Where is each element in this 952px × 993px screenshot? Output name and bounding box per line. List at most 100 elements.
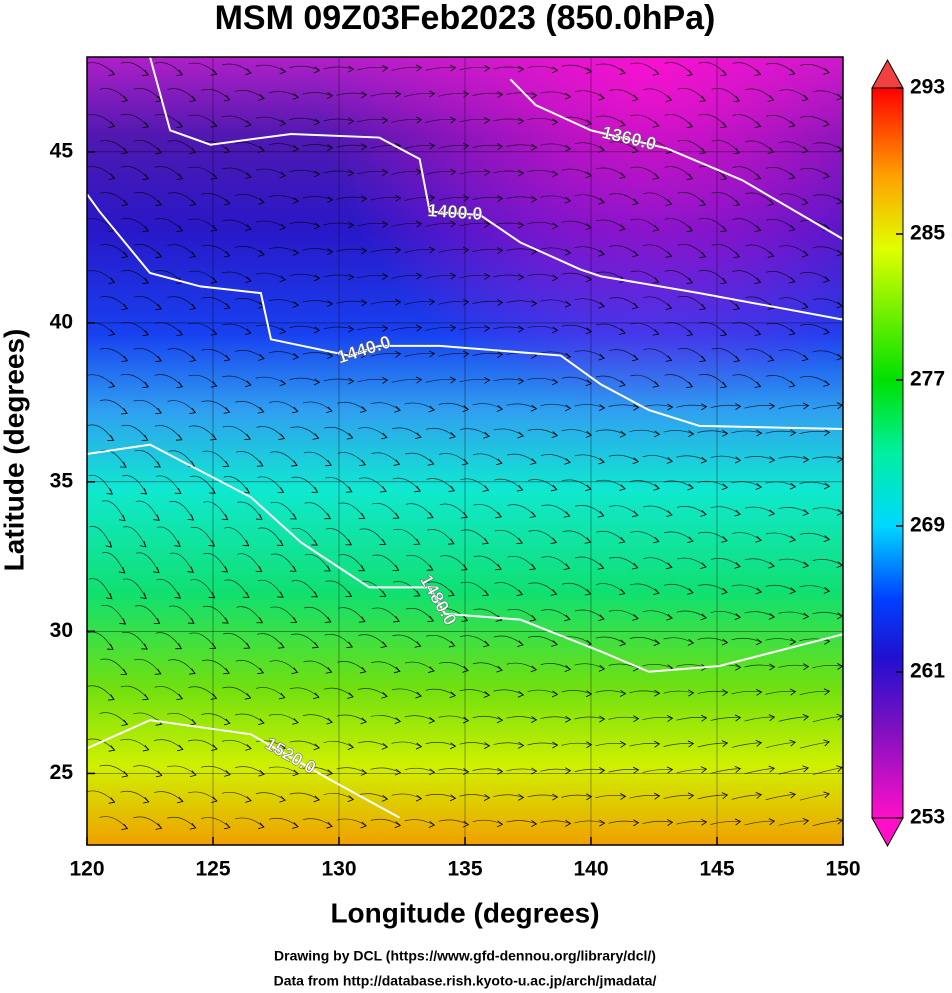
streamline — [459, 794, 490, 799]
streamline — [540, 247, 571, 254]
streamline — [745, 348, 774, 361]
streamline — [766, 167, 795, 178]
streamline — [527, 742, 558, 746]
streamline — [812, 559, 843, 566]
streamline — [494, 582, 523, 595]
streamline-arrowhead — [279, 743, 286, 751]
streamline — [812, 404, 843, 410]
streamline — [371, 452, 400, 465]
streamline-arrowhead — [292, 353, 300, 360]
streamline-arrowhead — [666, 715, 674, 722]
streamline — [710, 404, 741, 409]
streamline-arrowhead — [415, 794, 423, 802]
streamline-arrowhead — [619, 328, 626, 335]
streamline — [574, 246, 605, 255]
streamline-arrowhead — [687, 536, 694, 544]
streamline-arrowhead — [734, 714, 742, 722]
streamline-arrowhead — [360, 821, 367, 829]
streamline-arrowhead — [720, 121, 728, 129]
streamline — [224, 579, 250, 598]
streamline — [221, 791, 252, 801]
streamline-arrowhead — [415, 116, 423, 124]
streamline — [677, 244, 706, 258]
streamline — [99, 88, 128, 101]
streamline-arrowhead — [632, 457, 640, 465]
streamline-arrowhead — [449, 432, 456, 439]
streamline-arrowhead — [665, 251, 673, 258]
streamline-arrowhead — [141, 643, 148, 650]
streamline-arrowhead — [700, 456, 708, 464]
streamline — [120, 685, 149, 700]
streamline — [188, 686, 217, 699]
streamline — [438, 402, 469, 410]
streamline — [812, 350, 843, 359]
streamline — [371, 607, 400, 622]
streamline — [135, 500, 160, 521]
streamline-arrowhead — [720, 69, 728, 77]
streamline-arrowhead — [530, 404, 538, 412]
streamline — [460, 478, 489, 491]
streamline-arrowhead — [633, 403, 640, 411]
streamline — [493, 66, 524, 70]
streamline-arrowhead — [189, 199, 197, 206]
streamline-arrowhead — [121, 408, 128, 415]
streamline-arrowhead — [448, 485, 456, 493]
streamline — [459, 274, 490, 279]
streamline-arrowhead — [597, 510, 605, 518]
streamline-arrowhead — [631, 94, 639, 102]
streamline-arrowhead — [789, 739, 796, 747]
streamline-arrowhead — [428, 90, 436, 98]
streamline — [392, 634, 421, 647]
streamline — [629, 429, 660, 435]
streamline — [778, 507, 809, 514]
streamline — [391, 741, 422, 747]
streamline — [323, 222, 354, 226]
streamline-arrowhead — [564, 300, 572, 308]
streamline-arrowhead — [666, 613, 673, 621]
streamline-arrowhead — [516, 537, 523, 545]
streamline — [404, 819, 435, 826]
streamline-arrowhead — [358, 616, 366, 623]
streamline — [799, 532, 830, 540]
streamline-arrowhead — [313, 326, 321, 334]
streamline — [540, 351, 571, 358]
streamline — [676, 768, 707, 774]
streamline — [99, 140, 128, 153]
streamline-arrowhead — [142, 277, 150, 285]
streamline-arrowhead — [564, 248, 572, 256]
streamline — [304, 554, 331, 572]
streamline — [324, 633, 353, 648]
streamline — [133, 192, 162, 206]
streamline — [155, 632, 182, 649]
streamline — [595, 479, 626, 490]
streamline — [561, 272, 592, 280]
streamline-arrowhead — [767, 199, 775, 206]
streamline-arrowhead — [118, 567, 126, 574]
streamline — [541, 504, 570, 517]
streamline — [323, 792, 354, 800]
streamline — [87, 685, 115, 700]
streamline-arrowhead — [824, 429, 831, 436]
streamline-arrowhead — [735, 663, 742, 671]
streamline — [812, 194, 843, 203]
streamline — [710, 455, 741, 461]
streamline — [676, 404, 707, 408]
streamline — [812, 142, 843, 151]
streamline — [663, 637, 694, 644]
streamline-arrowhead — [413, 590, 421, 597]
streamline — [507, 556, 536, 570]
streamline — [676, 717, 707, 721]
streamline-arrowhead — [277, 591, 284, 598]
streamline-arrowhead — [155, 147, 163, 155]
streamline — [438, 196, 469, 201]
streamline — [663, 531, 694, 542]
streamline — [425, 66, 456, 71]
streamline-arrowhead — [721, 792, 729, 800]
streamline-arrowhead — [755, 535, 762, 543]
streamline — [190, 526, 215, 547]
streamline-arrowhead — [701, 403, 708, 411]
streamline-arrowhead — [245, 796, 252, 803]
streamline-arrowhead — [767, 303, 775, 310]
streamline-arrowhead — [482, 640, 490, 648]
streamline-arrowhead — [121, 771, 129, 778]
